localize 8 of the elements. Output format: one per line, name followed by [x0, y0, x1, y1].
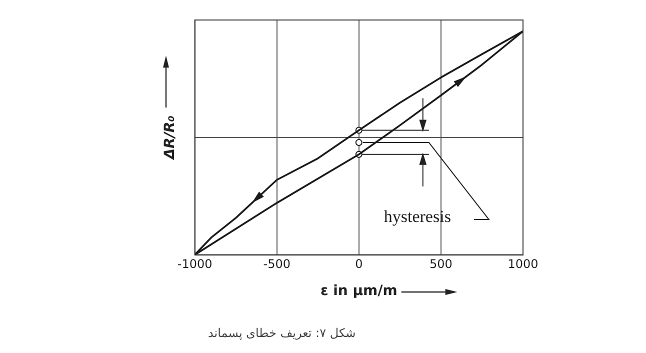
x-tick-label: 0: [355, 257, 363, 272]
text: شکل ۷: تعریف خطای پسماند: [208, 326, 356, 340]
x-tick-label: 500: [429, 257, 452, 272]
x-axis-title: ε in µm/m: [320, 283, 398, 300]
x-tick-label: -500: [263, 257, 290, 272]
x-tick-label: 1000: [508, 257, 538, 272]
y-axis-title: ΔR/R₀: [162, 116, 178, 160]
x-tick-label: -1000: [177, 257, 212, 272]
